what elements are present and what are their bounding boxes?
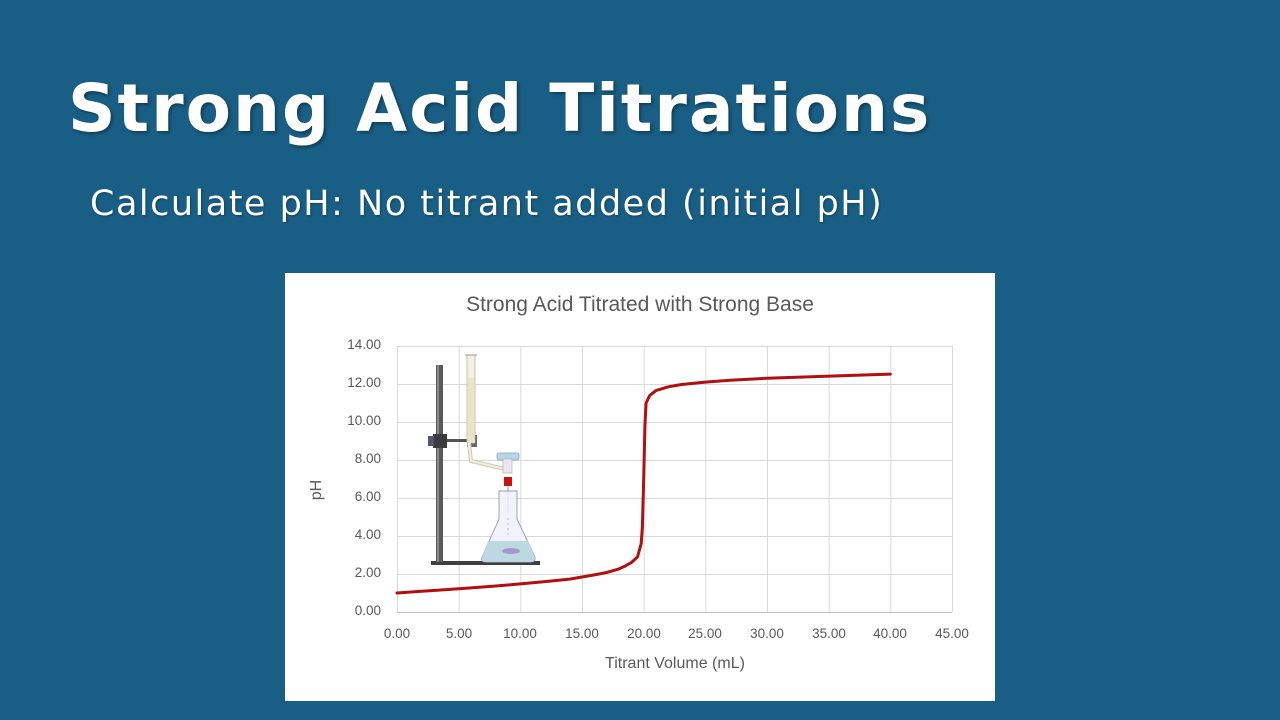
x-tick-label: 20.00 xyxy=(627,626,661,641)
y-tick-label: 6.00 xyxy=(354,489,381,504)
x-tick-label: 30.00 xyxy=(750,626,784,641)
x-tick-label: 10.00 xyxy=(503,626,537,641)
x-tick-label: 45.00 xyxy=(935,626,969,641)
x-tick-label: 5.00 xyxy=(445,626,473,641)
y-tick-label: 10.00 xyxy=(347,413,381,428)
chart-plot xyxy=(395,346,953,613)
x-tick-label: 15.00 xyxy=(565,626,599,641)
x-tick-label: 40.00 xyxy=(873,626,907,641)
y-tick-label: 4.00 xyxy=(354,527,381,542)
y-tick-label: 2.00 xyxy=(354,565,381,580)
y-tick-label: 8.00 xyxy=(354,451,381,466)
titration-apparatus-icon xyxy=(428,354,540,565)
slide-title: Strong Acid Titrations xyxy=(68,70,932,147)
y-tick-label: 0.00 xyxy=(354,603,381,618)
ph-curve-line xyxy=(395,372,892,595)
chart-title: Strong Acid Titrated with Strong Base xyxy=(466,293,814,316)
x-axis-title: Titrant Volume (mL) xyxy=(605,655,745,672)
x-tick-label: 35.00 xyxy=(812,626,846,641)
y-tick-label: 12.00 xyxy=(347,375,381,390)
titration-chart: Strong Acid Titrated with Strong Base 0.… xyxy=(285,273,995,701)
x-tick-label: 0.00 xyxy=(383,626,411,641)
x-tick-label: 25.00 xyxy=(688,626,722,641)
y-tick-label: 14.00 xyxy=(347,337,381,352)
slide-subtitle: Calculate pH: No titrant added (initial … xyxy=(90,184,884,224)
y-axis-title: pH xyxy=(308,479,326,501)
